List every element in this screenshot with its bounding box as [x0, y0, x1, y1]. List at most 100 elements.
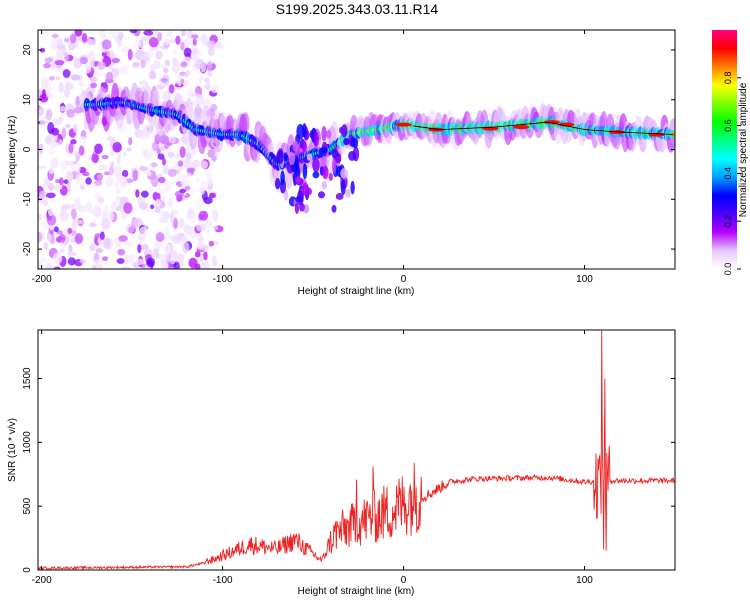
spectrogram-noise-blob: [180, 41, 185, 51]
spectrogram-noise-blob: [53, 266, 61, 269]
spectrogram-noise-blob: [70, 208, 77, 220]
spectrogram-noise-blob: [125, 178, 134, 184]
spectrogram-noise-blob: [63, 52, 69, 63]
spectrogram-side-blob: [274, 177, 281, 190]
spectrogram-noise-blob: [175, 35, 181, 45]
colorbar-label: Normalized spectral amplitude: [738, 82, 749, 217]
spectrogram-noise-blob: [67, 227, 73, 235]
spectrogram-noise-blob: [156, 32, 163, 42]
spectrogram-side-blob: [348, 150, 356, 161]
spectrogram-noise-blob: [199, 254, 204, 262]
spectrogram-noise-blob: [179, 217, 185, 229]
spectrogram-noise-blob: [134, 39, 142, 47]
spectrogram-noise-blob: [106, 136, 116, 142]
spectrogram-noise-blob: [212, 255, 218, 267]
spectrogram-noise-blob: [97, 61, 106, 70]
spectrogram-noise-blob: [110, 161, 115, 167]
spectrogram-side-blob: [338, 126, 344, 134]
spectrogram-noise-blob: [65, 123, 71, 128]
spectrogram-noise-blob: [141, 190, 149, 198]
spectrogram-noise-blob: [82, 172, 90, 177]
spectrogram-side-blob: [313, 131, 319, 147]
spectrogram-side-blob: [276, 150, 284, 165]
spectrogram-noise-blob: [214, 240, 219, 245]
snr-y-tick-label: 500: [22, 497, 33, 514]
spectrogram-noise-blob: [67, 257, 76, 266]
spectrogram-peak: [558, 122, 575, 127]
spectrogram-noise-blob: [161, 157, 167, 166]
spectrogram-noise-blob: [101, 218, 111, 230]
spectrogram-noise-blob: [207, 149, 215, 158]
spectrogram-noise-blob: [120, 176, 128, 187]
spectrogram-noise-blob: [88, 209, 99, 215]
spectrogram-cells: [38, 30, 675, 269]
spectrogram-noise-blob: [103, 171, 111, 176]
spectrogram-noise-blob: [173, 260, 180, 269]
spectrogram-noise-blob: [38, 152, 42, 159]
spectrogram-noise-blob: [62, 69, 71, 79]
spectrogram-noise-blob: [180, 174, 187, 187]
spectrogram-y-tick-label: -20: [22, 241, 33, 256]
spectrogram-side-blob: [341, 124, 348, 138]
spectrogram-noise-blob: [93, 259, 104, 265]
spectrogram-noise-blob: [153, 60, 161, 70]
spectrogram-noise-blob: [179, 146, 186, 158]
spectrogram-noise-blob: [205, 228, 212, 234]
spectrogram-noise-blob: [44, 57, 53, 64]
spectrogram-noise-blob: [69, 33, 77, 44]
spectrogram-noise-blob: [41, 78, 50, 83]
spectrogram-noise-blob: [43, 241, 48, 251]
spectrogram-noise-blob: [45, 192, 56, 199]
spectrogram-noise-blob: [127, 226, 135, 234]
spectrogram-noise-blob: [116, 153, 122, 165]
snr-x-tick-label: -100: [213, 575, 233, 586]
spectrogram-noise-blob: [134, 128, 144, 138]
spectrogram-noise-blob: [55, 76, 61, 81]
spectrogram-noise-blob: [85, 177, 92, 185]
spectrogram-y-tick-label: 20: [22, 44, 33, 56]
spectrogram-noise-blob: [212, 225, 219, 231]
spectrogram-halo: [241, 112, 250, 135]
spectrogram-y-tick-label: 0: [22, 146, 33, 152]
spectrogram-noise-blob: [139, 226, 148, 237]
spectrogram-noise-blob: [54, 66, 65, 73]
spectrogram-noise-blob: [167, 168, 177, 178]
spectrogram-side-blob: [340, 168, 348, 179]
spectrogram-noise-blob: [128, 137, 133, 146]
spectrogram-side-blob: [317, 191, 326, 199]
spectrogram-noise-blob: [184, 156, 190, 169]
spectrogram-noise-blob: [194, 250, 201, 258]
spectrogram-noise-blob: [74, 30, 83, 37]
spectrogram-noise-blob: [103, 204, 109, 212]
spectrogram-noise-blob: [118, 235, 128, 242]
spectrogram-noise-blob: [158, 253, 166, 261]
spectrogram-noise-blob: [52, 252, 63, 265]
spectrogram-noise-blob: [43, 62, 52, 69]
spectrogram-noise-blob: [105, 176, 114, 188]
spectrogram-noise-blob: [108, 210, 114, 222]
spectrogram-noise-blob: [196, 241, 204, 250]
spectrogram-noise-blob: [45, 93, 54, 98]
spectrogram-noise-blob: [188, 257, 198, 269]
spectrogram-noise-blob: [155, 231, 165, 242]
spectrogram-noise-blob: [189, 217, 197, 224]
spectrogram-noise-blob: [202, 251, 208, 261]
spectrogram-side-blob: [332, 158, 337, 174]
spectrogram-noise-blob: [196, 223, 206, 232]
spectrogram-side-blob: [322, 165, 329, 180]
spectrogram-noise-blob: [179, 188, 187, 194]
spectrogram-noise-blob: [89, 76, 98, 83]
spectrogram-noise-blob: [167, 151, 175, 159]
spectrogram-noise-blob: [90, 82, 97, 89]
spectrogram-noise-blob: [150, 175, 159, 188]
spectrogram-noise-blob: [172, 62, 181, 74]
spectrogram-noise-blob: [198, 75, 205, 83]
spectrogram-noise-blob: [160, 64, 169, 69]
spectrogram-side-blob: [312, 171, 320, 179]
spectrogram-side-blob: [328, 172, 333, 181]
spectrogram-noise-blob: [58, 233, 66, 243]
spectrogram-noise-blob: [75, 174, 80, 186]
spectrogram-noise-blob: [38, 256, 48, 263]
